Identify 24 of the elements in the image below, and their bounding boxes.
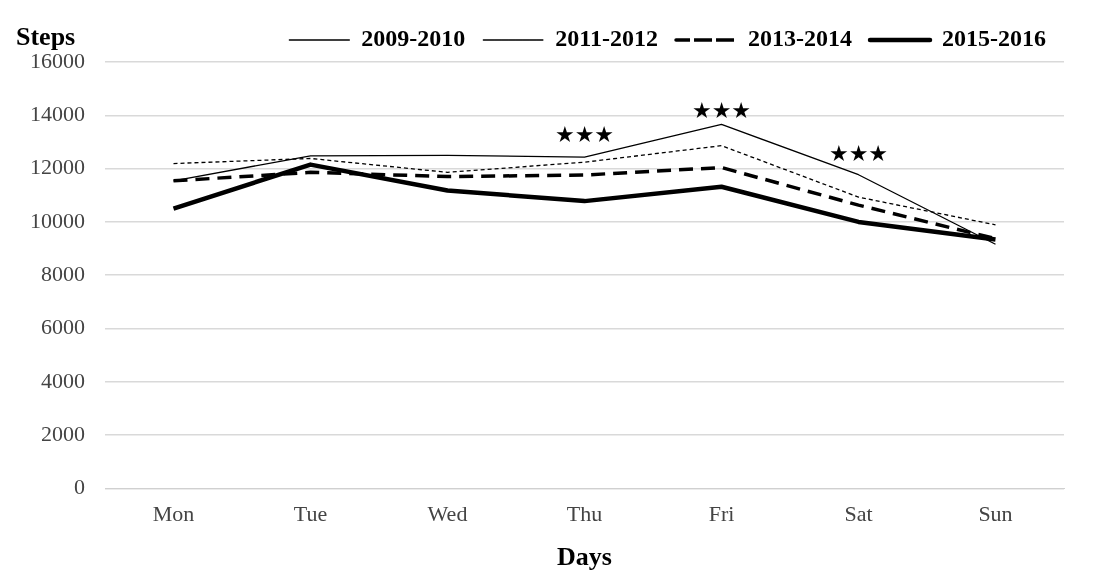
y-tick-label: 12000 <box>30 154 85 180</box>
legend-label: 2009-2010 <box>361 25 466 52</box>
y-tick-label: 10000 <box>30 207 85 233</box>
legend-label: 2011-2012 <box>555 25 659 52</box>
x-tick-label: Wed <box>427 501 468 527</box>
annotation: ★★★ <box>828 140 889 166</box>
annotation: ★★★ <box>691 98 752 124</box>
x-tick-label: Sat <box>844 501 873 527</box>
y-tick-label: 8000 <box>41 260 85 286</box>
y-tick-label: 4000 <box>41 367 85 393</box>
x-tick-label: Thu <box>566 501 603 527</box>
x-tick-label: Sun <box>978 501 1013 527</box>
y-tick-label: 2000 <box>41 420 85 446</box>
x-tick-label: Mon <box>152 501 195 527</box>
legend-label: 2013-2014 <box>748 25 853 52</box>
x-axis-title: Days <box>557 542 612 572</box>
x-tick-label: Tue <box>293 501 328 527</box>
y-tick-label: 14000 <box>30 101 85 127</box>
x-tick-label: Fri <box>708 501 735 527</box>
annotation: ★★★ <box>554 122 615 148</box>
y-tick-label: 0 <box>74 474 85 500</box>
legend-label: 2015-2016 <box>942 25 1047 52</box>
y-tick-label: 6000 <box>41 314 85 340</box>
y-axis-title: Steps <box>16 21 76 51</box>
